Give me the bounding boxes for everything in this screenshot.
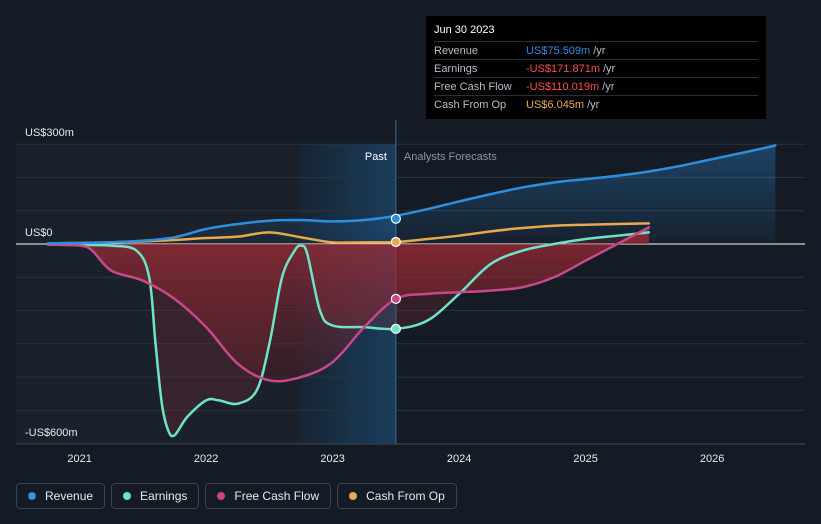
x-tick-label: 2023	[320, 453, 344, 465]
tooltip-series-name: Revenue	[434, 44, 479, 57]
tooltip-series-name: Earnings	[434, 62, 478, 75]
legend: Revenue Earnings Free Cash Flow Cash From O…	[16, 483, 457, 509]
legend-dot-icon	[28, 492, 36, 500]
tooltip: Jun 30 2023 Revenue US$75.509m/yr Earnings…	[426, 16, 766, 119]
y-tick-label: -US$600m	[25, 427, 78, 439]
legend-item-free-cash-flow[interactable]: Free Cash Flow	[205, 483, 332, 509]
x-tick-label: 2021	[67, 453, 91, 465]
legend-label: Cash From Op	[366, 489, 445, 503]
y-tick-label: US$0	[25, 227, 53, 239]
x-tick-label: 2022	[194, 453, 218, 465]
tooltip-series-value: US$75.509m	[526, 44, 591, 57]
tooltip-row: Earnings -US$171.871m/yr	[434, 59, 758, 77]
tooltip-series-value: -US$110.019m	[526, 80, 600, 93]
tooltip-series-value: -US$171.871m	[526, 62, 600, 75]
past-label: Past	[365, 151, 387, 163]
tooltip-series-name: Cash From Op	[434, 98, 507, 111]
highlight-point-earnings	[390, 323, 401, 334]
fcf-area	[48, 227, 649, 382]
legend-label: Free Cash Flow	[234, 489, 320, 503]
tooltip-series-value: US$6.045m	[526, 98, 585, 111]
tooltip-row: Free Cash Flow -US$110.019m/yr	[434, 77, 758, 95]
legend-item-cash-from-op[interactable]: Cash From Op	[337, 483, 457, 509]
tooltip-series-name: Free Cash Flow	[434, 80, 512, 93]
revenue-area	[48, 145, 776, 244]
earnings-area	[48, 232, 649, 437]
legend-dot-icon	[217, 492, 226, 500]
x-tick-label: 2024	[447, 453, 471, 465]
legend-item-earnings[interactable]: Earnings	[111, 483, 200, 509]
tooltip-series-unit: /yr	[587, 98, 600, 111]
series-line-earnings	[46, 231, 651, 438]
series-line-free-cash-flow	[46, 226, 651, 383]
legend-item-revenue[interactable]: Revenue	[16, 483, 106, 509]
highlight-point-cash-from-op	[390, 236, 401, 248]
tooltip-row: Revenue US$75.509m/yr	[434, 41, 758, 59]
y-tick-label: US$300m	[25, 127, 74, 139]
highlight-point-revenue	[390, 213, 401, 224]
tooltip-date: Jun 30 2023	[434, 24, 495, 36]
tooltip-row: Cash From Op US$6.045m/yr	[434, 95, 758, 113]
x-tick-label: 2026	[700, 453, 724, 465]
x-tick-label: 2025	[573, 453, 597, 465]
forecast-label: Analysts Forecasts	[404, 151, 497, 163]
highlight-point-free-cash-flow	[390, 293, 401, 304]
series-line-revenue	[46, 144, 777, 245]
legend-dot-icon	[349, 492, 358, 500]
tooltip-series-unit: /yr	[602, 80, 615, 93]
legend-label: Revenue	[45, 489, 94, 503]
tooltip-series-unit: /yr	[593, 44, 606, 57]
tooltip-series-unit: /yr	[603, 62, 616, 75]
legend-dot-icon	[123, 492, 132, 500]
legend-label: Earnings	[140, 489, 188, 503]
